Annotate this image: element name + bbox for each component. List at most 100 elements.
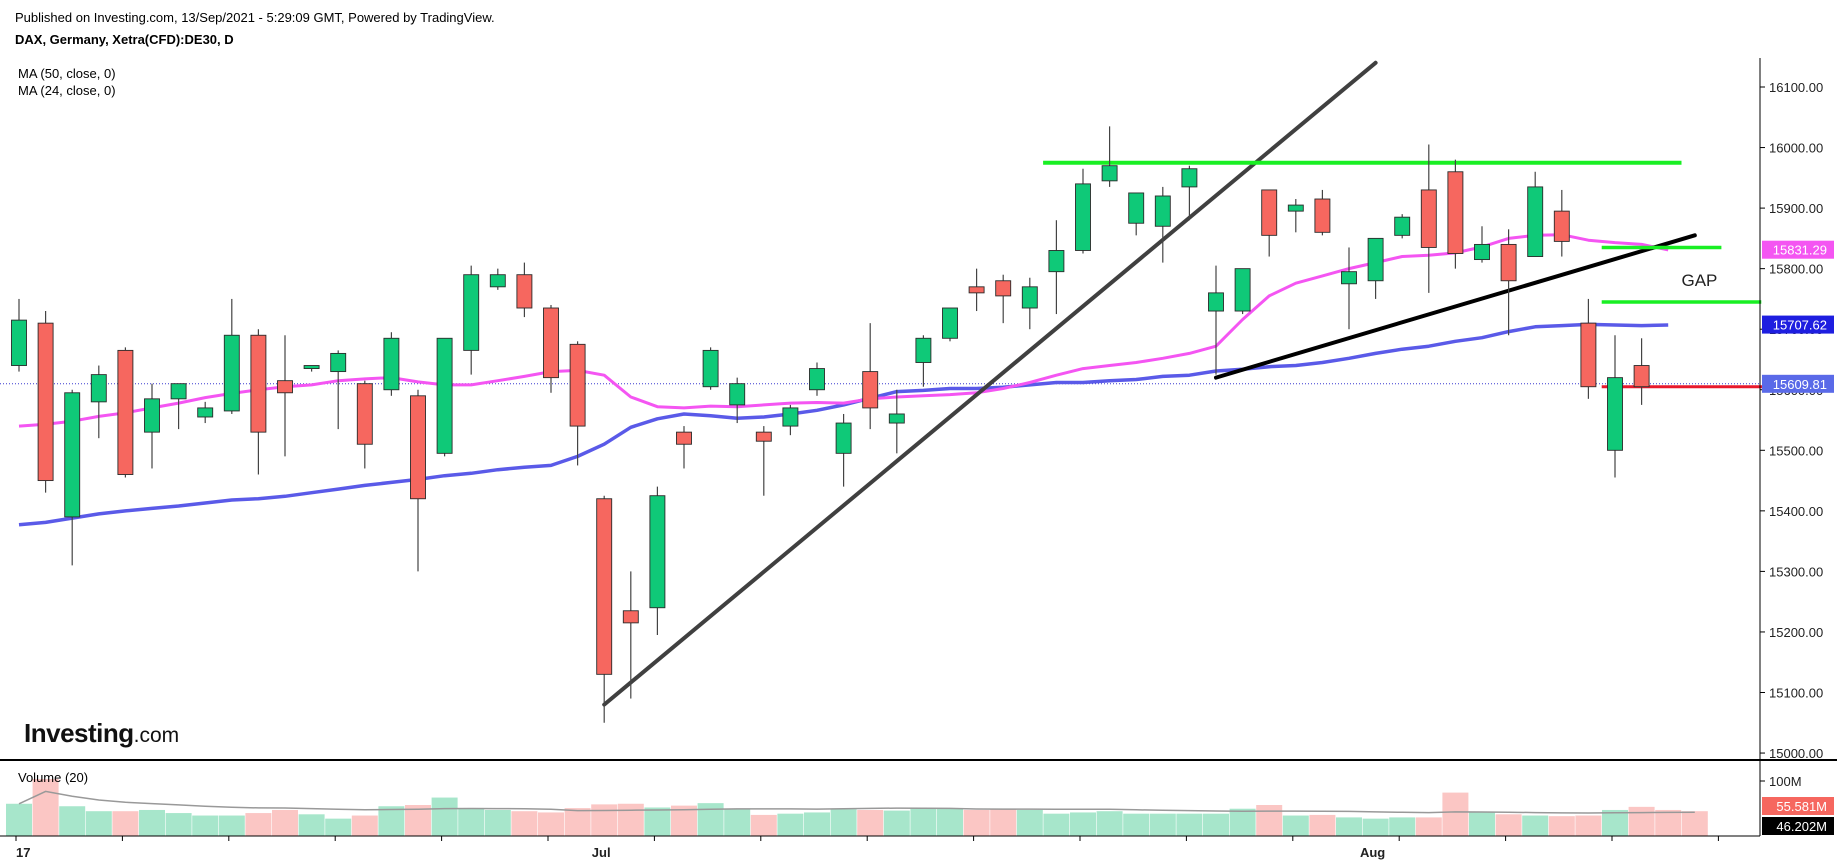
candle [1287, 199, 1304, 233]
candle [489, 268, 506, 290]
volume-bar [1655, 809, 1682, 836]
candle [170, 383, 187, 430]
price-tick-label: 16000.00 [1769, 141, 1823, 156]
volume-bar [724, 808, 751, 836]
candle-body-up [223, 334, 240, 412]
candle [1633, 338, 1650, 405]
ma50-line [18, 322, 1669, 527]
volume-bar [697, 803, 724, 836]
candle-body-up [1607, 377, 1623, 451]
candle-body-up [809, 368, 825, 391]
investing-logo: Investing.com [24, 718, 179, 749]
volume-bar [1043, 813, 1070, 836]
candle [835, 413, 852, 487]
volume-bar [1628, 806, 1655, 836]
candle-body-down [1580, 322, 1597, 388]
candle [1314, 189, 1331, 236]
candle [782, 404, 799, 436]
price-tick-label: 15900.00 [1769, 201, 1823, 216]
volume-bar [1149, 813, 1176, 836]
candle [1553, 189, 1570, 257]
volume-bar [963, 809, 990, 836]
volume-bar [1016, 809, 1043, 836]
candles [11, 126, 1650, 723]
volume-bar [511, 811, 538, 836]
candle-body-up [383, 337, 400, 391]
volume-bar [1336, 817, 1362, 836]
candle [888, 389, 905, 454]
candle [516, 262, 533, 318]
candle [622, 571, 639, 699]
candle-body-up [330, 352, 347, 373]
candle-body-up [463, 274, 480, 351]
candle-body-down [1447, 171, 1464, 254]
volume-bar [1070, 812, 1096, 836]
lower-trendline [1214, 233, 1697, 380]
volume-bar [910, 808, 937, 836]
volume-bar [351, 815, 378, 836]
candle-body-down [995, 280, 1012, 297]
candle [1181, 165, 1198, 221]
candle-body-down [543, 307, 559, 379]
candle [995, 274, 1012, 324]
volume-bar [1602, 809, 1628, 836]
candle [37, 311, 54, 493]
volume-last-label-bg [1762, 797, 1834, 815]
volume-legend[interactable]: Volume (20) [18, 770, 89, 785]
volume-bar [325, 818, 352, 836]
candle [1128, 192, 1145, 236]
candle [64, 389, 81, 566]
candle-body-up [90, 374, 107, 403]
candle-body-up [1367, 237, 1384, 282]
symbol-title: DAX, Germany, Xetra(CFD):DE30, D [15, 32, 234, 47]
axis-labels: 16100.0016000.0015900.0015800.0015700.00… [16, 80, 1834, 860]
price-tick-label: 15400.00 [1769, 504, 1823, 519]
candle-body-up [11, 319, 27, 366]
gap-annotation: GAP [1682, 271, 1718, 290]
candle-body-up [1208, 292, 1224, 312]
candle-body-down [1420, 189, 1437, 248]
candle [250, 329, 267, 475]
volume-bar [192, 815, 219, 836]
volume-bar [564, 808, 591, 836]
candle [942, 307, 958, 342]
volume-bar [112, 811, 139, 836]
candle [11, 298, 27, 372]
volume-bar [298, 814, 325, 836]
volume-bar [538, 812, 564, 836]
volume-bar [617, 803, 644, 836]
price-tick-label: 15000.00 [1769, 746, 1823, 761]
ma24-line [18, 233, 1669, 428]
candle [968, 268, 985, 312]
drawn-levels: GAP [602, 60, 1775, 707]
price-tick-label: 16100.00 [1769, 80, 1823, 95]
volume-bar [1203, 813, 1229, 836]
ma50-legend[interactable]: MA (50, close, 0) [18, 66, 116, 81]
volume-bar [830, 809, 857, 836]
volume-bar [937, 808, 963, 836]
last-price-label-bg [1762, 374, 1834, 393]
ma24-legend[interactable]: MA (24, close, 0) [18, 83, 116, 98]
rising-trendline [602, 60, 1378, 707]
candle [1607, 335, 1623, 478]
published-line: Published on Investing.com, 13/Sep/2021 … [15, 10, 495, 25]
candle-body-up [888, 413, 905, 424]
volume-bar [671, 805, 697, 836]
candle-body-up [436, 337, 453, 454]
candle [277, 335, 293, 457]
price-tick-label: 15100.00 [1769, 686, 1823, 701]
volume-bar [431, 797, 458, 836]
candle [356, 380, 373, 469]
candle-body-up [1075, 183, 1091, 251]
volume-bar [1442, 792, 1469, 836]
volume-bar [1176, 813, 1203, 836]
ma24-last-label: 15831.29 [1773, 243, 1827, 258]
candle [1527, 171, 1544, 257]
volume-bar [883, 810, 910, 836]
candle-body-up [1394, 216, 1411, 236]
volume-bar [1229, 808, 1256, 836]
candle-body-up [782, 407, 799, 427]
candle-body-down [516, 274, 533, 309]
candle [1075, 168, 1091, 254]
